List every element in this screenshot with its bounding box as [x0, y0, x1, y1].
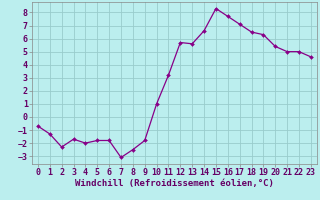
X-axis label: Windchill (Refroidissement éolien,°C): Windchill (Refroidissement éolien,°C) — [75, 179, 274, 188]
